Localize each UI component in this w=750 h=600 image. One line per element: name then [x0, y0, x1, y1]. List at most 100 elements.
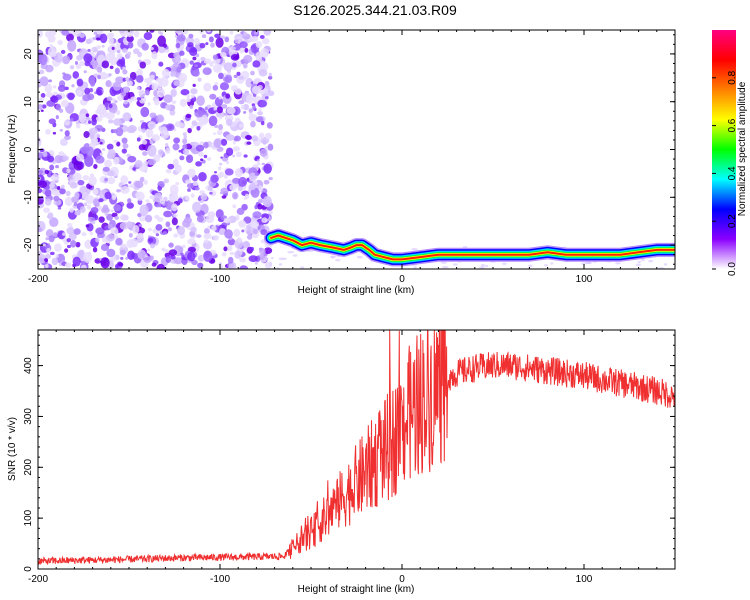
noise-speck	[205, 214, 215, 224]
noise-speck	[156, 114, 164, 123]
noise-speck	[77, 179, 85, 186]
noise-speck	[107, 177, 116, 185]
noise-speck	[74, 61, 79, 66]
noise-speck	[42, 246, 46, 250]
noise-speck	[64, 262, 72, 268]
noise-speck	[126, 239, 135, 248]
noise-speck	[203, 233, 212, 240]
noise-speck	[187, 238, 196, 245]
noise-speck	[64, 130, 70, 137]
noise-speck	[107, 170, 115, 177]
noise-speck	[186, 93, 190, 99]
noise-speck	[225, 93, 231, 99]
noise-speck	[154, 98, 160, 106]
noise-speck	[151, 82, 159, 91]
noise-speck	[141, 139, 148, 145]
noise-speck	[245, 77, 253, 88]
noise-speck	[203, 58, 212, 65]
noise-speck	[84, 87, 91, 95]
noise-speck	[223, 173, 228, 179]
noise-speck	[256, 161, 261, 166]
noise-speck	[191, 120, 198, 127]
noise-speck	[120, 175, 129, 184]
noise-speck	[193, 37, 200, 45]
colorbar-tick-label: 0.2	[727, 214, 738, 228]
noise-speck	[264, 247, 273, 254]
noise-speck	[214, 96, 223, 107]
noise-speck	[137, 51, 142, 58]
colorbar: 0.0 0.2 0.4 0.6 0.8 Normalized spectral ampl…	[712, 30, 748, 276]
bottom-x-tick-label: 100	[576, 574, 593, 585]
noise-speck	[115, 237, 123, 246]
noise-speck	[47, 47, 56, 57]
noise-speck	[83, 70, 87, 74]
noise-speck	[243, 110, 247, 114]
bottom-y-tick-label: 300	[23, 408, 34, 425]
noise-speck	[115, 235, 119, 239]
noise-speck	[106, 213, 113, 221]
noise-speck	[220, 187, 229, 194]
noise-speck	[117, 262, 124, 267]
noise-speck	[69, 117, 74, 122]
snr-panel: -200 -100 0 100 0 100 200 300 400 Height of str…	[7, 329, 676, 595]
noise-speck	[67, 222, 73, 228]
noise-speck	[270, 256, 274, 260]
noise-speck	[134, 159, 143, 168]
noise-speck	[134, 180, 144, 189]
noise-speck	[61, 30, 70, 36]
noise-speck	[72, 172, 82, 182]
noise-speck	[243, 31, 247, 36]
noise-speck	[250, 120, 256, 128]
noise-speck	[233, 136, 239, 142]
noise-speck	[155, 223, 163, 231]
noise-speck	[203, 154, 208, 159]
noise-speck	[72, 30, 82, 37]
noise-speck	[167, 227, 173, 232]
top-x-axis-label: Height of straight line (km)	[298, 285, 415, 296]
noise-speck	[248, 183, 257, 191]
noise-speck	[219, 82, 230, 91]
noise-speck	[257, 203, 263, 210]
noise-speck	[356, 255, 361, 259]
noise-speck	[127, 124, 137, 133]
noise-speck	[104, 191, 112, 200]
noise-speck	[67, 92, 75, 101]
bottom-y-axis-label: SNR (10 * v/v)	[7, 417, 18, 481]
noise-speck	[123, 86, 130, 93]
noise-speck	[96, 89, 103, 96]
colorbar-tick-label: 0.4	[727, 166, 738, 180]
noise-speck	[212, 132, 217, 135]
noise-speck	[246, 141, 252, 145]
noise-speck	[116, 53, 123, 60]
noise-speck	[105, 112, 115, 120]
noise-speck	[173, 213, 178, 218]
noise-speck	[239, 265, 249, 269]
top-x-tick-label: -100	[210, 274, 230, 285]
noise-speck	[53, 195, 60, 202]
noise-speck	[149, 112, 157, 119]
noise-speck	[38, 169, 43, 175]
noise-speck	[53, 232, 58, 238]
bottom-x-tick-label: -200	[28, 574, 48, 585]
noise-speck	[170, 71, 177, 77]
noise-speck	[263, 179, 270, 185]
noise-speck	[42, 243, 46, 248]
noise-speck	[648, 259, 654, 263]
noise-speck	[46, 155, 55, 163]
noise-speck	[137, 249, 147, 260]
noise-speck	[178, 73, 188, 83]
noise-speck	[182, 144, 188, 150]
noise-speck	[232, 146, 241, 152]
noise-speck	[98, 108, 108, 118]
noise-speck	[38, 180, 48, 188]
noise-speck	[244, 47, 249, 53]
noise-speck	[479, 266, 485, 269]
noise-speck	[199, 42, 206, 49]
noise-speck	[173, 137, 181, 144]
noise-speck	[242, 63, 248, 69]
noise-speck	[635, 263, 641, 266]
noise-speck	[104, 211, 108, 217]
noise-speck	[147, 102, 151, 107]
noise-speck	[198, 172, 207, 182]
